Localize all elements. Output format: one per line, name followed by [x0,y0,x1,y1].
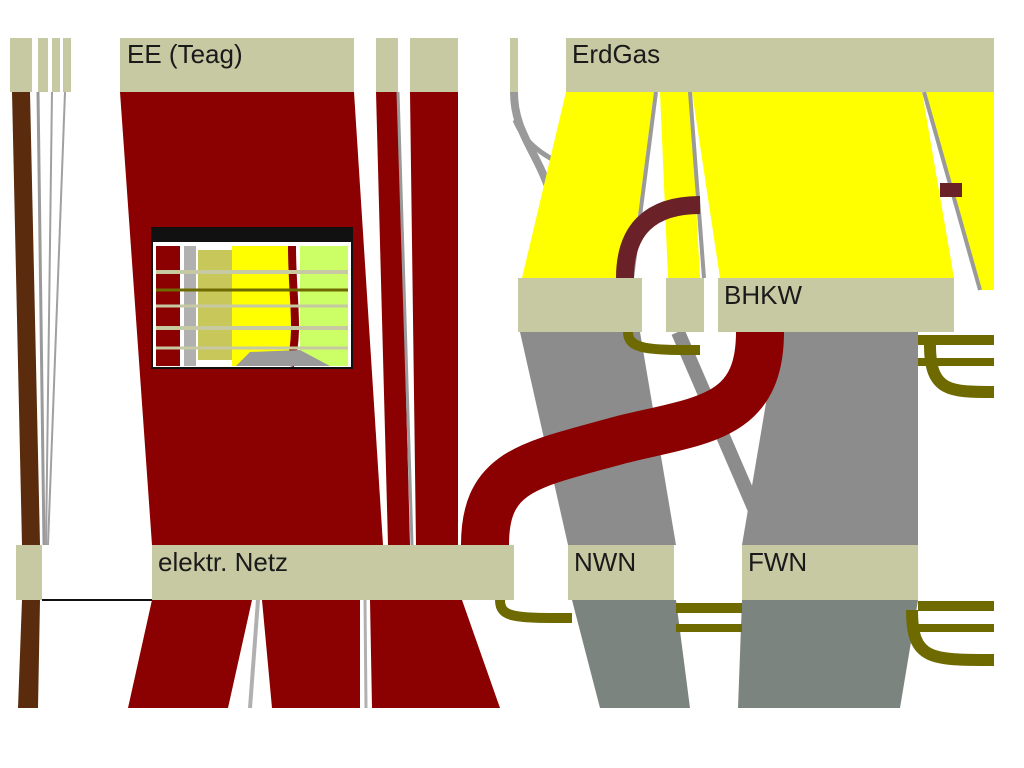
flow-red-gap-line [396,91,414,546]
nodes: EE (Teag) ErdGas BHKW elektr. Netz NWN [10,38,994,600]
flow-red-2 [376,92,410,545]
flow-nwn-out [572,600,690,708]
node-nwn-label: NWN [574,547,636,577]
overview-thumbnail [151,227,353,369]
flow-gas-1 [522,92,654,278]
flow-thin-left-2 [45,91,53,546]
flow-gas-3 [692,92,954,278]
node-bhkw-label: BHKW [724,280,802,310]
flow-netz-out-3 [370,600,500,708]
flow-heat-fwn [742,332,918,545]
flow-netz-out-1 [128,600,252,708]
flow-brown-left-lower [18,600,40,708]
flow-return-5 [495,599,573,623]
flow-thin-left-1 [36,91,46,546]
node-bhkw-part-1 [518,278,642,332]
flow-red-3 [410,92,458,545]
node-ee-teag[interactable]: EE (Teag) [120,38,354,92]
node-slim-bottom-1 [16,545,42,600]
flow-thin-left-3 [47,91,66,546]
flow-gas-2 [660,92,700,278]
flow-netz-out-sep [248,599,260,709]
node-ee-teag-label: EE (Teag) [127,39,243,69]
node-elektr-netz-label: elektr. Netz [158,547,288,577]
node-erdgas-label: ErdGas [572,39,660,69]
node-slim-6 [410,38,458,92]
node-slim-7 [510,38,518,92]
node-slim-2 [38,38,48,92]
flow-return-1 [623,331,701,355]
flow-heat-thin [671,329,777,548]
node-bhkw[interactable]: BHKW [718,278,954,332]
flows [12,91,995,709]
node-bhkw-part-2 [666,278,704,332]
node-slim-5 [376,38,398,92]
node-fwn[interactable]: FWN [742,545,918,600]
flow-bhkw-to-netz [461,331,784,546]
flow-gas-sep-2 [688,91,706,279]
node-slim-3 [52,38,60,92]
node-nwn[interactable]: NWN [568,545,674,600]
node-slim-1 [10,38,32,92]
flow-return-4 [924,344,995,398]
flow-netz-out-sep-2 [363,599,368,709]
flow-brown-left [12,92,40,545]
node-fwn-label: FWN [748,547,807,577]
flow-fwn-out [738,600,918,708]
node-erdgas[interactable]: ErdGas [566,38,994,92]
flow-netz-out-2 [262,600,360,708]
flow-bordeaux-arc [616,196,701,279]
node-slim-4 [63,38,71,92]
flow-return-10 [906,609,995,666]
node-elektr-netz[interactable]: elektr. Netz [152,545,514,600]
